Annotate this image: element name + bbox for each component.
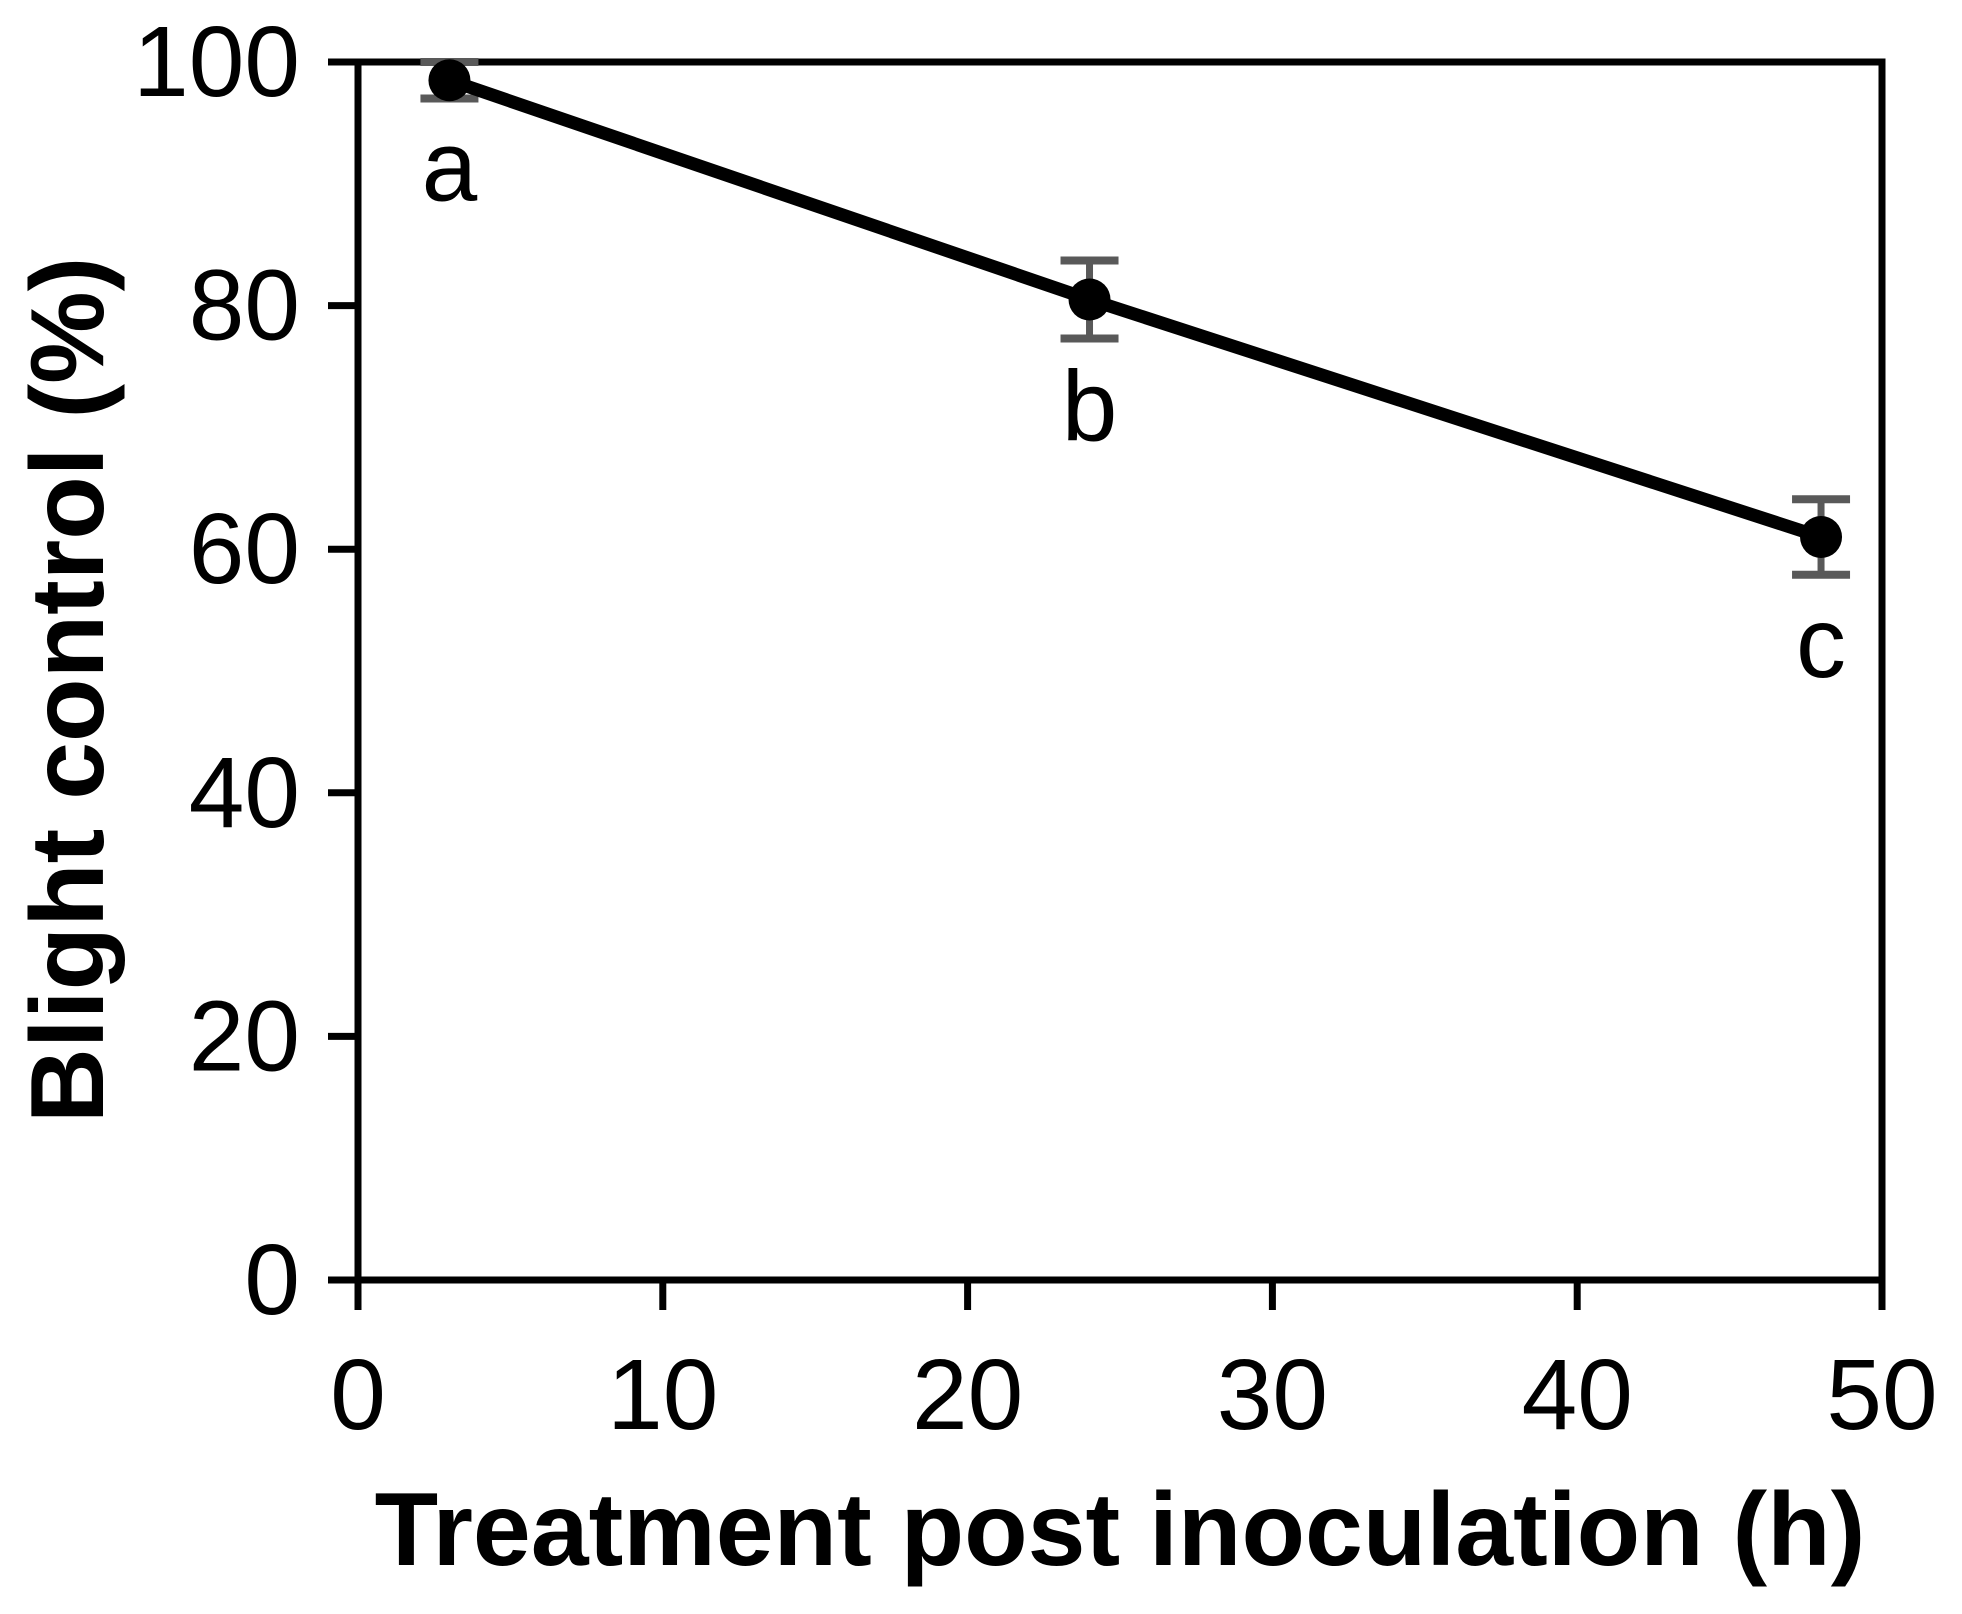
x-tick-label: 0 xyxy=(330,1339,386,1451)
y-tick-label: 100 xyxy=(133,6,300,118)
point-annotation: a xyxy=(422,111,478,223)
x-axis-title: Treatment post inoculation (h) xyxy=(374,1472,1866,1588)
data-point-marker xyxy=(1800,516,1843,559)
y-tick-label: 60 xyxy=(189,493,300,605)
x-tick-label: 10 xyxy=(607,1339,718,1451)
x-tick-label: 30 xyxy=(1217,1339,1328,1451)
point-annotation: c xyxy=(1796,587,1846,699)
data-line xyxy=(442,73,1828,544)
x-tick-label: 40 xyxy=(1522,1339,1633,1451)
y-tick-label: 0 xyxy=(244,1224,300,1336)
x-tick-label: 50 xyxy=(1826,1339,1937,1451)
data-point-marker xyxy=(428,59,471,102)
y-tick-label: 20 xyxy=(189,980,300,1092)
data-point-marker xyxy=(1068,278,1111,321)
point-annotation: b xyxy=(1062,350,1118,462)
plot-frame xyxy=(354,58,1886,1284)
y-tick-label: 40 xyxy=(189,737,300,849)
y-axis-title: Blight control (%) xyxy=(10,256,126,1124)
x-tick-label: 20 xyxy=(912,1339,1023,1451)
y-tick-label: 80 xyxy=(189,250,300,362)
